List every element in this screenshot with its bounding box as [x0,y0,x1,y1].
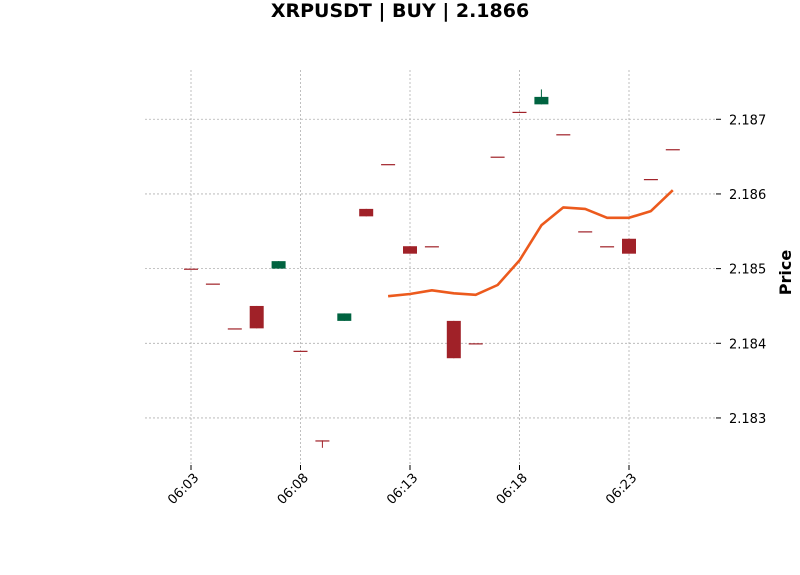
candle-body [622,238,636,254]
candle-body [600,246,615,248]
candle-body [578,231,593,233]
y-axis-label: Price [776,250,795,296]
candle-body [468,343,483,345]
candle-body [184,268,198,270]
y-tick-label: 2.186 [729,188,766,203]
x-tick-label: 06:18 [494,471,531,508]
candle-body [249,305,264,329]
y-tick-label: 2.183 [729,412,766,427]
candle-body [227,328,242,330]
candle-body [446,320,461,359]
x-tick-label: 06:13 [384,471,421,508]
candle-body [490,156,505,158]
candle-body [205,283,220,285]
x-tick-label: 06:03 [165,471,202,508]
candle-body [315,440,330,442]
candle-body [337,313,352,321]
y-tick-label: 2.184 [729,337,766,352]
candle-body [403,246,417,254]
y-tick-label: 2.187 [729,113,766,128]
chart-title: XRPUSDT | BUY | 2.1866 [270,0,530,22]
candle-body [424,246,439,248]
candle-body [556,134,571,136]
candle-body [381,164,396,166]
candle-body [359,208,374,217]
y-tick-label: 2.185 [729,263,766,278]
x-tick-label: 06:23 [603,471,640,508]
candle-body [271,261,286,269]
candle-body [665,149,680,151]
x-tick-label: 06:08 [275,471,312,508]
candle-body [293,350,308,352]
candle-body [512,111,527,114]
candle-body [534,96,549,105]
ma-line [387,189,674,298]
candle-body [643,179,658,181]
